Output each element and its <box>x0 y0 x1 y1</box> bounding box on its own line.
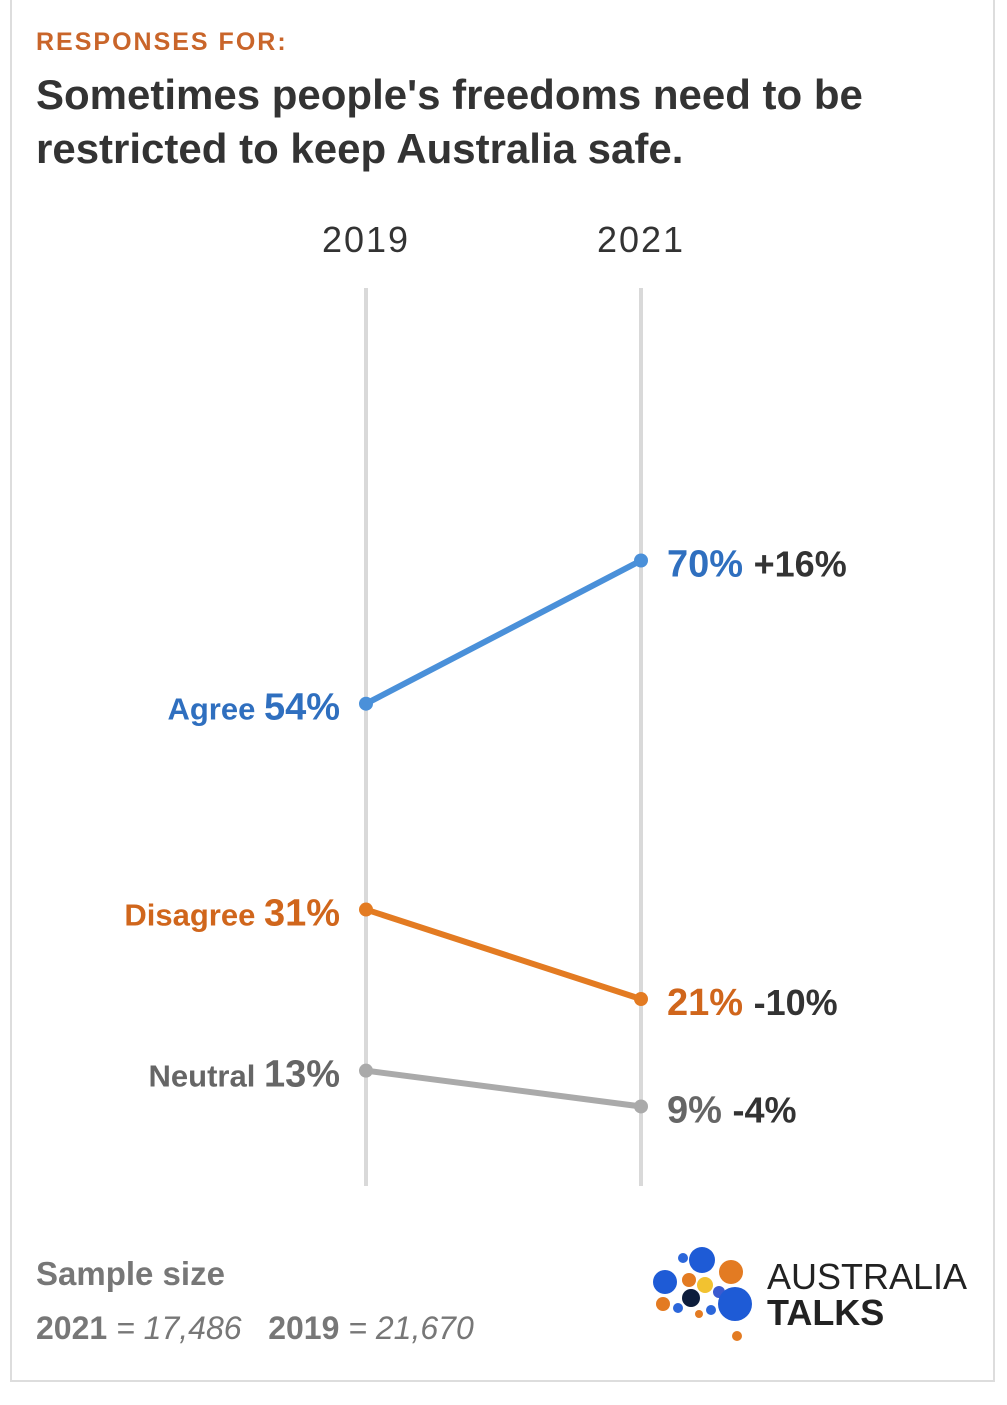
logo-word-australia: AUSTRALIA <box>767 1256 968 1297</box>
disagree-value-2019: 31% <box>264 893 340 935</box>
disagree-line <box>363 906 644 1003</box>
disagree-series-name: Disagree <box>124 898 264 933</box>
neutral-value-2019: 13% <box>264 1054 340 1096</box>
year-label-2021: 2021 <box>597 219 685 260</box>
neutral-point-2019 <box>359 1063 373 1078</box>
australia-talks-dots-icon <box>653 1247 752 1341</box>
neutral-point-2021 <box>634 1099 648 1114</box>
agree-value-2021: 70% <box>667 544 754 586</box>
agree-change: +16% <box>754 544 847 585</box>
sample-size-values: 2021 = 17,486 2019 = 21,670 <box>36 1310 474 1347</box>
neutral-label-2021: 9% -4% <box>667 1089 797 1131</box>
agree-label-2019: Agree 54% <box>167 687 340 729</box>
australia-talks-logo: AUSTRALIA TALKS <box>645 1240 985 1350</box>
neutral-value-2021: 9% <box>667 1089 732 1131</box>
agree-value-2019: 54% <box>264 687 340 729</box>
neutral-line <box>363 1067 644 1110</box>
sample-2021-value: = 17,486 <box>116 1310 242 1346</box>
chart-card <box>10 0 995 1382</box>
sample-2021-year: 2021 <box>36 1310 108 1346</box>
agree-label-2021: 70% +16% <box>667 544 847 586</box>
agree-point-2021 <box>634 553 648 568</box>
disagree-point-2019 <box>359 902 373 917</box>
year-label-2019: 2019 <box>322 219 410 260</box>
sample-2019-year: 2019 <box>268 1310 340 1346</box>
disagree-label-2019: Disagree 31% <box>124 893 340 935</box>
sample-size-label: Sample size <box>36 1255 225 1292</box>
neutral-label-2019: Neutral 13% <box>149 1054 340 1096</box>
disagree-change: -10% <box>754 982 838 1023</box>
logo-word-talks: TALKS <box>767 1292 885 1333</box>
kicker: RESPONSES FOR: <box>36 28 288 56</box>
disagree-point-2021 <box>634 992 648 1007</box>
sample-2019-value: = 21,670 <box>348 1310 474 1346</box>
disagree-value-2021: 21% <box>667 982 754 1024</box>
slope-chart: 2019 2021 Agree 54% 70% +16% Disagree 31% 21%… <box>124 219 847 1186</box>
chart-title: Sometimes people's freedoms need to be r… <box>36 71 863 172</box>
neutral-series-name: Neutral <box>149 1059 264 1094</box>
agree-series-name: Agree <box>167 692 263 727</box>
neutral-change: -4% <box>732 1089 796 1130</box>
agree-line <box>363 557 644 707</box>
disagree-label-2021: 21% -10% <box>667 982 838 1024</box>
agree-point-2019 <box>359 696 373 711</box>
